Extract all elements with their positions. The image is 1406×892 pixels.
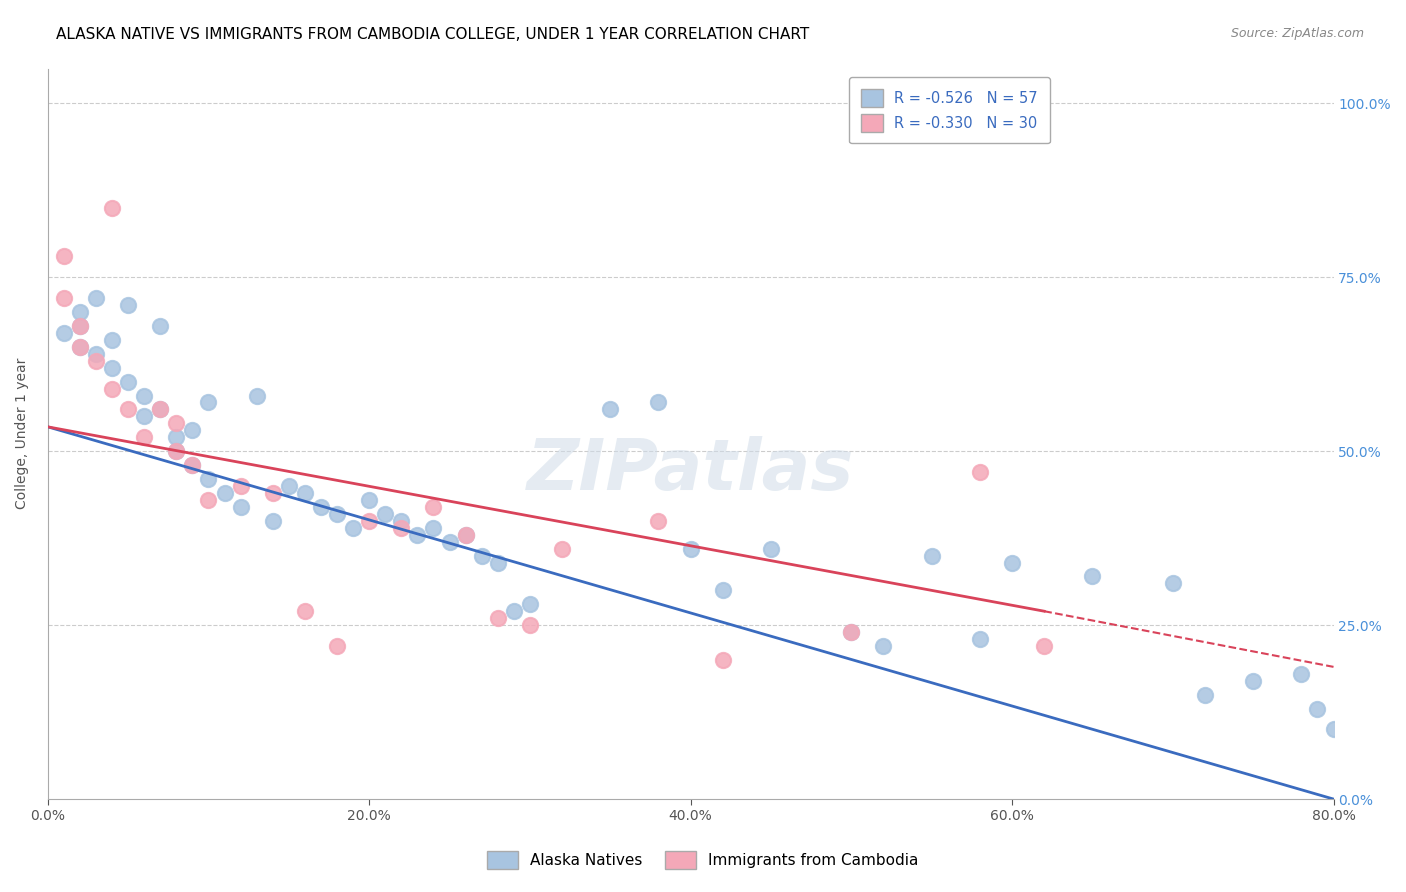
Point (84, 353, 107, 368)
Point (406, 527, 429, 541)
Point (181, 458, 204, 472)
Point (1033, 639, 1056, 653)
Point (1161, 576, 1184, 591)
Point (84, 347, 107, 361)
Point (519, 597, 541, 611)
Point (69, 305, 91, 319)
Point (246, 388, 269, 402)
Point (165, 430, 187, 444)
Point (454, 527, 477, 541)
Point (519, 618, 541, 632)
Point (439, 534, 461, 549)
Point (294, 486, 316, 500)
Legend: R = -0.526   N = 57, R = -0.330   N = 30: R = -0.526 N = 57, R = -0.330 N = 30 (849, 78, 1050, 144)
Point (69, 340, 91, 354)
Point (69, 318, 91, 333)
Point (294, 604, 316, 618)
Point (149, 402, 172, 417)
Point (841, 625, 863, 640)
Point (551, 541, 574, 556)
Point (101, 333, 124, 347)
Point (969, 465, 991, 479)
Point (69, 318, 91, 333)
Point (486, 611, 509, 625)
Point (1001, 556, 1024, 570)
Point (181, 458, 204, 472)
Point (165, 444, 187, 458)
Point (117, 375, 139, 389)
Point (454, 527, 477, 541)
Point (134, 388, 156, 402)
Point (309, 500, 332, 514)
Point (101, 382, 124, 396)
Text: ALASKA NATIVE VS IMMIGRANTS FROM CAMBODIA COLLEGE, UNDER 1 YEAR CORRELATION CHAR: ALASKA NATIVE VS IMMIGRANTS FROM CAMBODI… (56, 27, 810, 42)
Point (1081, 569, 1104, 583)
Point (359, 514, 381, 528)
Point (229, 479, 252, 493)
Point (165, 417, 187, 431)
Point (969, 632, 991, 646)
Point (262, 514, 284, 528)
Point (359, 492, 381, 507)
Point (389, 514, 412, 528)
Point (711, 653, 734, 667)
Point (872, 639, 894, 653)
Text: ZIPatlas: ZIPatlas (527, 436, 855, 505)
Point (84, 291, 107, 305)
Text: Source: ZipAtlas.com: Source: ZipAtlas.com (1230, 27, 1364, 40)
Point (52, 249, 75, 263)
Point (422, 521, 444, 535)
Point (647, 395, 669, 409)
Point (197, 492, 219, 507)
Point (422, 500, 444, 514)
Point (197, 472, 219, 486)
Point (101, 201, 124, 215)
Point (1241, 673, 1264, 688)
Point (229, 500, 252, 514)
Point (1194, 688, 1216, 702)
Point (374, 507, 396, 521)
Point (486, 556, 509, 570)
Point (134, 430, 156, 444)
Y-axis label: College, Under 1 year: College, Under 1 year (15, 358, 30, 509)
Point (679, 541, 702, 556)
Point (52, 291, 75, 305)
Point (841, 625, 863, 640)
Point (647, 514, 669, 528)
Point (149, 402, 172, 417)
Point (277, 479, 299, 493)
Point (326, 507, 349, 521)
Legend: Alaska Natives, Immigrants from Cambodia: Alaska Natives, Immigrants from Cambodia (481, 845, 925, 875)
Point (471, 549, 494, 563)
Point (214, 486, 236, 500)
Point (197, 395, 219, 409)
Point (165, 444, 187, 458)
Point (52, 326, 75, 340)
Point (134, 409, 156, 424)
Point (181, 423, 204, 437)
Point (921, 549, 943, 563)
Point (117, 298, 139, 312)
Point (326, 639, 349, 653)
Point (342, 521, 364, 535)
Point (149, 318, 172, 333)
Point (69, 340, 91, 354)
Point (759, 541, 782, 556)
Point (711, 583, 734, 598)
Point (1291, 666, 1313, 681)
Point (101, 360, 124, 375)
Point (262, 486, 284, 500)
Point (502, 604, 524, 618)
Point (599, 402, 621, 417)
Point (117, 402, 139, 417)
Point (1306, 701, 1329, 715)
Point (389, 521, 412, 535)
Point (1322, 723, 1344, 737)
